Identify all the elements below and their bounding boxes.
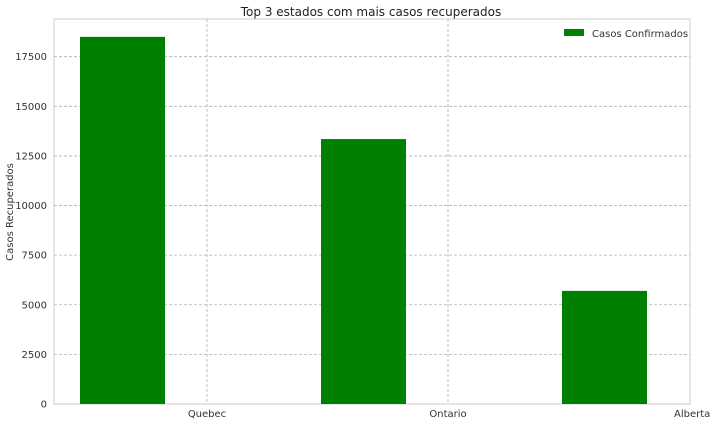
bar-alberta bbox=[562, 290, 647, 404]
legend: Casos Confirmados bbox=[564, 29, 688, 40]
x-tick-label: Ontario bbox=[429, 409, 466, 420]
x-tick-labels: Quebec Ontario Alberta bbox=[188, 409, 710, 420]
y-tick-label: 2500 bbox=[22, 350, 47, 361]
y-tick-label: 10000 bbox=[15, 201, 47, 212]
y-tick-label: 15000 bbox=[15, 102, 47, 113]
chart-title: Top 3 estados com mais casos recuperados bbox=[240, 5, 501, 19]
y-tick-label: 17500 bbox=[15, 52, 47, 63]
y-tick-labels: 0 2500 5000 7500 10000 12500 15000 17500 bbox=[15, 52, 47, 410]
y-tick-label: 12500 bbox=[15, 151, 47, 162]
y-tick-label: 5000 bbox=[22, 300, 47, 311]
x-tick-label: Quebec bbox=[188, 409, 226, 420]
x-tick-label: Alberta bbox=[674, 409, 710, 420]
bar-ontario bbox=[321, 139, 406, 404]
y-tick-label: 0 bbox=[41, 400, 47, 411]
legend-swatch bbox=[564, 29, 584, 36]
y-axis-label: Casos Recuperados bbox=[5, 163, 16, 261]
bar-quebec bbox=[80, 36, 165, 404]
bars bbox=[80, 36, 647, 404]
y-tick-label: 7500 bbox=[22, 251, 47, 262]
legend-label: Casos Confirmados bbox=[592, 29, 688, 40]
